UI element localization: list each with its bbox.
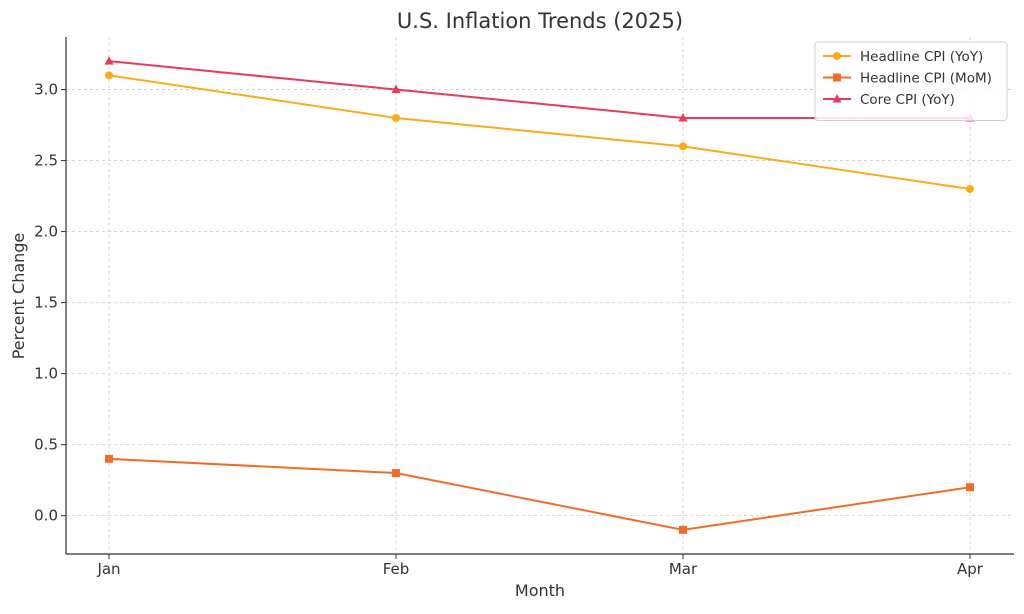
legend-box xyxy=(814,41,1008,121)
data-point xyxy=(104,56,114,65)
y-axis-title: Percent Change xyxy=(9,233,28,360)
y-tick-label: 0.5 xyxy=(34,436,58,454)
y-tick-label: 3.0 xyxy=(34,81,58,99)
legend-label: Core CPI (YoY) xyxy=(860,92,955,108)
legend-item: Core CPI (YoY) xyxy=(823,92,955,108)
legend-label: Headline CPI (MoM) xyxy=(860,71,992,87)
chart-title: U.S. Inflation Trends (2025) xyxy=(397,9,683,33)
x-tick-label: Mar xyxy=(669,560,698,578)
series-0 xyxy=(105,71,974,193)
legend: Headline CPI (YoY) Headline CPI (MoM) Core… xyxy=(814,41,1008,121)
data-point xyxy=(105,71,113,80)
grid-lines xyxy=(66,37,1014,554)
legend-item: Headline CPI (MoM) xyxy=(823,71,992,87)
x-tick-label: Feb xyxy=(383,560,410,578)
legend-marker xyxy=(833,73,841,82)
data-point xyxy=(966,184,974,193)
series-1 xyxy=(105,454,974,534)
y-tick-label: 0.0 xyxy=(34,507,58,525)
tick-labels: 0.0 0.5 1.0 1.5 2.0 2.5 3.0 Jan Feb Mar Apr xyxy=(34,81,984,578)
data-point xyxy=(679,142,687,151)
y-tick-label: 2.0 xyxy=(34,223,58,241)
data-point xyxy=(966,483,974,492)
legend-marker xyxy=(833,52,841,60)
y-tick-label: 1.5 xyxy=(34,294,58,312)
series-line xyxy=(108,74,971,190)
series-line xyxy=(108,457,971,531)
data-point xyxy=(392,469,400,478)
y-tick-label: 2.5 xyxy=(34,152,58,170)
legend-item: Headline CPI (YoY) xyxy=(823,49,983,65)
y-tick-label: 1.0 xyxy=(34,365,58,383)
legend-label: Headline CPI (YoY) xyxy=(860,49,983,65)
data-point xyxy=(679,525,687,534)
x-axis-title: Month xyxy=(515,581,565,600)
series-lines xyxy=(104,56,975,534)
data-point xyxy=(105,454,113,463)
data-point xyxy=(391,84,401,94)
data-point xyxy=(678,112,688,122)
x-tick-label: Apr xyxy=(957,560,984,578)
x-tick-label: Jan xyxy=(96,560,120,578)
axes xyxy=(61,37,1014,559)
data-point xyxy=(392,113,400,122)
legend-marker xyxy=(832,94,842,103)
